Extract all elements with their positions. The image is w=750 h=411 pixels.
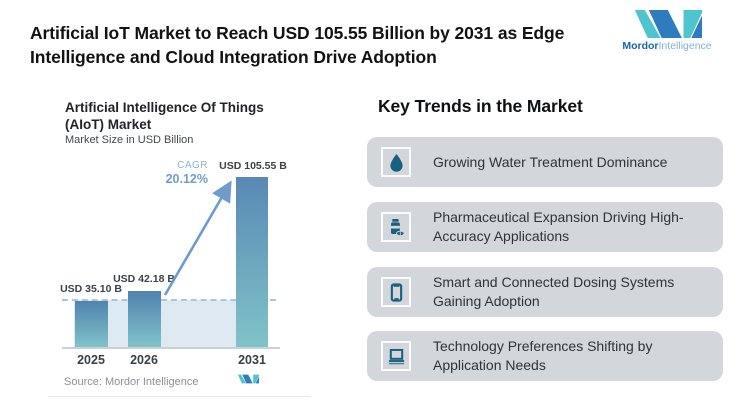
source-attribution: Source: Mordor Intelligence: [64, 376, 199, 388]
mordor-logo-icon: [634, 10, 702, 38]
chart-title: Artificial Intelligence Of Things (AIoT)…: [65, 99, 264, 133]
brand-name-light: Intelligence: [658, 40, 712, 52]
brand-name-bold: Mordor: [622, 40, 659, 52]
brand-text: MordorIntelligence: [612, 40, 722, 52]
growth-arrow-icon: [163, 180, 232, 296]
trend-card-smart-dosing: Smart and Connected Dosing Systems Gaini…: [367, 267, 723, 317]
laptop-icon: [381, 341, 411, 371]
chart-title-line1: Artificial Intelligence Of Things: [65, 100, 264, 115]
bar-2031: [236, 177, 268, 348]
cagr-annotation: CAGR 20.12%: [148, 160, 208, 186]
bar-2026: [128, 291, 161, 348]
x-tick-2026: 2026: [130, 353, 158, 367]
bar-value-label-2031: USD 105.55 B: [219, 160, 287, 172]
chart-subtitle: Market Size in USD Billion: [65, 134, 194, 146]
bar-value-label-2025: USD 35.10 B: [60, 283, 122, 295]
page-title: Artificial IoT Market to Reach USD 105.5…: [30, 23, 565, 68]
chart-dashed-reference-line: [62, 299, 276, 301]
mordor-intelligence-logo: MordorIntelligence: [612, 10, 722, 52]
trend-card-technology-preferences: Technology Preferences Shifting by Appli…: [367, 331, 723, 381]
trend-card-pharmaceutical: Pharmaceutical Expansion Driving High-Ac…: [367, 202, 723, 252]
chart-title-line2: (AIoT) Market: [65, 117, 152, 132]
pill-bottle-icon: [381, 212, 411, 242]
trend-label: Technology Preferences Shifting by Appli…: [433, 338, 653, 373]
bar-2025: [75, 301, 108, 348]
footer-divider: [48, 396, 310, 397]
smartphone-icon: [381, 277, 411, 307]
trend-label: Smart and Connected Dosing Systems Gaini…: [433, 274, 675, 309]
x-tick-2031: 2031: [238, 353, 266, 367]
cagr-value: 20.12%: [165, 172, 208, 186]
water-drop-icon: [381, 147, 411, 177]
trend-label: Pharmaceutical Expansion Driving High-Ac…: [433, 209, 684, 244]
x-tick-2025: 2025: [77, 353, 105, 367]
key-trends-heading: Key Trends in the Market: [378, 96, 583, 116]
cagr-label: CAGR: [177, 160, 208, 171]
x-axis-line: [62, 347, 280, 349]
trend-label: Growing Water Treatment Dominance: [433, 153, 668, 170]
trend-card-water-treatment: Growing Water Treatment Dominance: [367, 137, 723, 187]
bar-value-label-2026: USD 42.18 B: [113, 273, 175, 285]
mordor-logo-small-icon: [237, 374, 259, 384]
